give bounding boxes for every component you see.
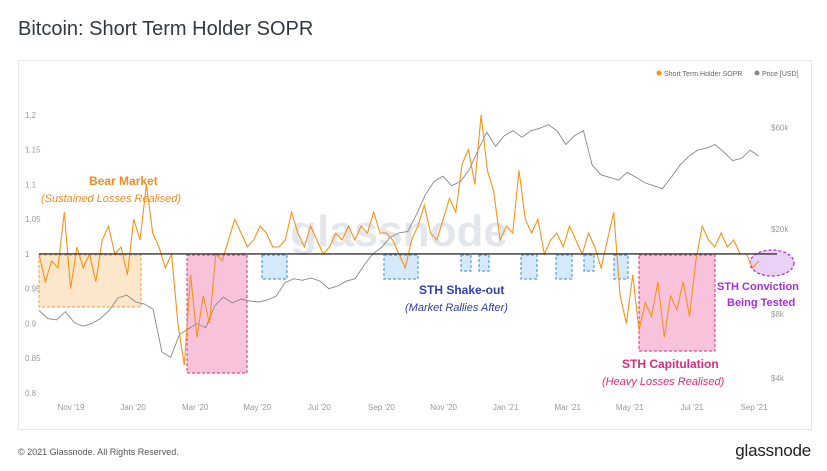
y-right-tick-label: $8k (771, 310, 785, 319)
legend-price-marker (754, 70, 760, 76)
x-tick-label: Mar '21 (555, 403, 582, 412)
y-right-tick-label: $20k (771, 225, 789, 234)
annotation-conviction-subtitle: Being Tested (727, 297, 795, 309)
shakeout-box (613, 254, 629, 280)
x-tick-label: Jul '20 (308, 403, 331, 412)
watermark: glassnode (290, 207, 508, 256)
annotation-capitulation-title: STH Capitulation (622, 357, 719, 371)
x-tick-label: Nov '19 (58, 403, 85, 412)
y-left-tick-label: 0.95 (25, 285, 41, 294)
x-tick-label: May '21 (616, 403, 644, 412)
chart-container: glassnode 1.2 1.15 1.1 1.05 1 0.95 0.9 0.85 0.8 $6… (18, 60, 812, 430)
y-left-tick-label: 1.1 (25, 180, 37, 189)
annotation-conviction-title: STH Conviction (717, 281, 799, 293)
shakeout-box (555, 254, 573, 280)
y-right-tick-label: $60k (771, 124, 789, 133)
annotation-bear-market-title: Bear Market (89, 174, 158, 188)
y-right-tick-label: $4k (771, 374, 785, 383)
y-left-tick-label: 1.05 (25, 215, 41, 224)
x-tick-label: Jan '21 (493, 403, 519, 412)
y-left-tick-label: 1 (25, 250, 30, 259)
y-left-tick-label: 1.15 (25, 146, 41, 155)
brand-logo-text: glassnode (735, 441, 811, 460)
x-tick-label: Jul '21 (680, 403, 703, 412)
y-left-tick-label: 0.9 (25, 319, 37, 328)
legend-price-label: Price [USD] (762, 71, 799, 78)
shakeout-box (460, 254, 472, 272)
x-tick-label: Sep '20 (368, 403, 395, 412)
sopr-chart: glassnode 1.2 1.15 1.1 1.05 1 0.95 0.9 0.85 0.8 $6… (25, 70, 799, 412)
x-tick-label: Mar '20 (182, 403, 209, 412)
x-tick-label: Nov '20 (430, 403, 457, 412)
capitulation-box-1 (186, 254, 248, 374)
legend-sopr-label: Short Term Holder SOPR (664, 71, 742, 78)
annotation-shakeout-subtitle: (Market Rallies After) (405, 302, 508, 314)
page-title: Bitcoin: Short Term Holder SOPR (18, 18, 314, 40)
annotation-bear-market-subtitle: (Sustained Losses Realised) (41, 193, 181, 205)
bear-market-box (38, 254, 142, 308)
copyright-text: © 2021 Glassnode. All Rights Reserved. (18, 447, 179, 457)
annotation-capitulation-subtitle: (Heavy Losses Realised) (602, 376, 725, 388)
x-tick-label: May '20 (243, 403, 271, 412)
y-left-tick-label: 0.8 (25, 389, 37, 398)
shakeout-box (478, 254, 490, 272)
shakeout-box (520, 254, 538, 280)
y-left-tick-label: 1.2 (25, 111, 37, 120)
y-left-tick-label: 0.85 (25, 354, 41, 363)
x-tick-label: Jan '20 (120, 403, 146, 412)
capitulation-box-2 (638, 254, 716, 352)
price-line (38, 124, 760, 358)
x-tick-label: Sep '21 (741, 403, 768, 412)
shakeout-box (261, 254, 288, 280)
legend-sopr-marker (656, 70, 662, 76)
annotation-shakeout-title: STH Shake-out (419, 283, 504, 297)
shakeout-box (583, 254, 595, 272)
